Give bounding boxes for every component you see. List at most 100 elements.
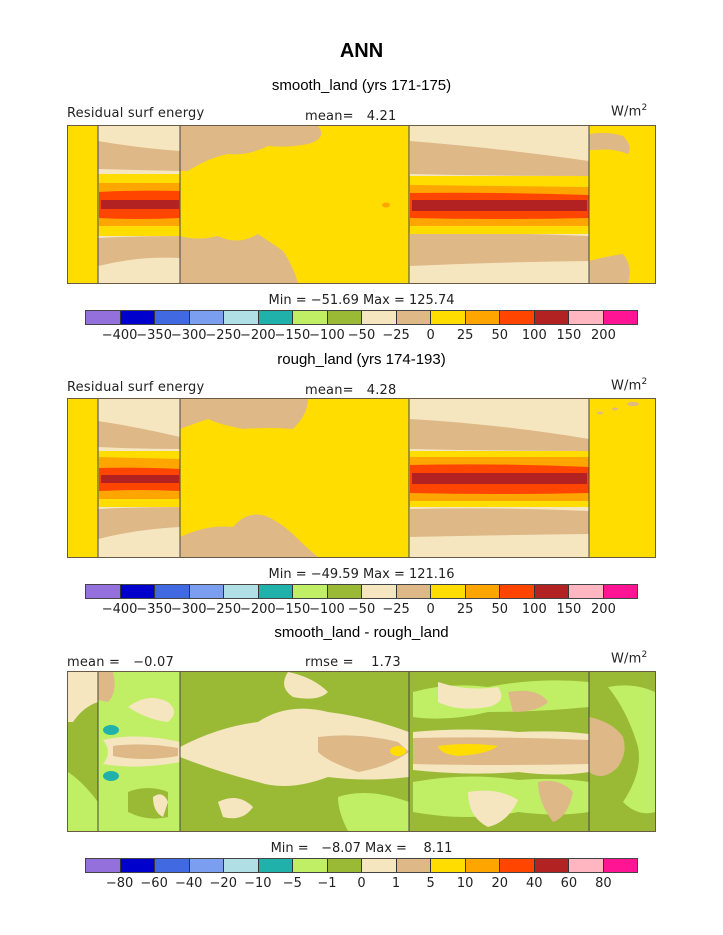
panel-3-mean-label: mean = −0.07: [67, 655, 174, 670]
region-light-tan: [438, 682, 502, 709]
panel-2-mean-label: mean= 4.28: [305, 383, 397, 398]
colorbar-swatch: [500, 859, 535, 872]
panel-1-map: [67, 125, 656, 284]
colorbar-swatch: [327, 311, 362, 324]
colorbar-swatch: [258, 585, 293, 598]
panel-3-rmse-label: rmse = 1.73: [305, 655, 401, 670]
colorbar-tick-label: −350: [136, 602, 172, 617]
region-light-green: [68, 772, 98, 831]
colorbar-swatch: [120, 311, 155, 324]
colorbar-swatch: [396, 585, 431, 598]
colorbar-tick-label: 100: [521, 602, 547, 617]
colorbar-tick-label: 5: [426, 876, 435, 891]
colorbar-swatch: [500, 311, 535, 324]
colorbar-tick-label: −10: [244, 876, 272, 891]
colorbar-tick-label: 0: [426, 328, 435, 343]
colorbar-swatch: [362, 859, 397, 872]
panel-2-colorbar-ticks: −400 −350 −300 −250 −200 −150 −100 −50 −25 0 25 50 1…: [85, 602, 638, 618]
region-tan: [180, 234, 298, 283]
colorbar-swatch: [224, 311, 259, 324]
colorbar-tick-label: 25: [456, 602, 474, 617]
colorbar-tick-label: −300: [170, 328, 207, 343]
colorbar-tick-label: −25: [382, 602, 410, 617]
region-tan: [413, 737, 589, 765]
colorbar-tick-label: −100: [309, 602, 345, 617]
panel-2-units-sup: 2: [641, 377, 648, 387]
colorbar-tick-label: 20: [491, 876, 509, 891]
region-dark-red: [101, 200, 179, 209]
panel-3-field: [68, 672, 655, 831]
colorbar-swatch: [155, 585, 190, 598]
colorbar-swatch: [431, 311, 466, 324]
panel-2-map: [67, 398, 656, 558]
colorbar-tick-label: 50: [491, 328, 509, 343]
region-tan: [410, 419, 589, 451]
colorbar-swatch: [189, 585, 224, 598]
colorbar-tick-label: −350: [136, 328, 172, 343]
colorbar-tick-label: 10: [456, 876, 474, 891]
colorbar-swatch: [465, 585, 500, 598]
colorbar-swatch: [293, 311, 328, 324]
colorbar-swatch: [431, 859, 466, 872]
colorbar-swatch: [465, 859, 500, 872]
region-teal: [103, 771, 119, 781]
colorbar-swatch: [293, 585, 328, 598]
colorbar-tick-label: −50: [347, 602, 376, 617]
colorbar-tick-label: −25: [382, 328, 410, 343]
region-light-green: [338, 793, 409, 831]
colorbar-swatch: [362, 585, 397, 598]
region-light-green: [608, 685, 655, 814]
panel-3-colorbar-ticks: −80 −60 −40 −20 −10 −5 −1 0 1 5 10 20 40 60 80: [85, 876, 638, 892]
panel-1-title: smooth_land (yrs 171-175): [271, 77, 452, 94]
panel-3-units: W/m2: [611, 650, 647, 666]
colorbar-swatch: [258, 311, 293, 324]
colorbar-swatch: [224, 859, 259, 872]
panel-2-field: [68, 399, 655, 557]
panel-3-minmax: Min = −8.07 Max = 8.11: [270, 841, 453, 856]
panel-3-units-text: W/m: [611, 651, 642, 667]
panel-1-variable-label: Residual surf energy: [67, 106, 205, 121]
panel-1-field: [68, 126, 655, 283]
colorbar-swatch: [603, 311, 637, 324]
region-yellow: [390, 746, 406, 756]
colorbar-swatch: [258, 859, 293, 872]
colorbar-swatch: [396, 859, 431, 872]
colorbar-tick-label: −50: [347, 328, 376, 343]
colorbar-tick-label: −250: [205, 328, 242, 343]
panel-3-title: smooth_land - rough_land: [274, 624, 449, 641]
colorbar-swatch: [189, 311, 224, 324]
spot-orange: [382, 202, 390, 208]
colorbar-swatch: [603, 585, 637, 598]
region-tan: [589, 132, 630, 154]
colorbar-tick-label: −1: [317, 876, 337, 891]
panel-1-units-sup: 2: [641, 103, 648, 113]
colorbar-tick-label: 200: [591, 602, 616, 617]
region-tan: [538, 780, 573, 822]
colorbar-swatch: [120, 585, 155, 598]
colorbar-tick-label: −5: [282, 876, 302, 891]
region-tan: [410, 508, 589, 537]
colorbar-swatch: [431, 585, 466, 598]
colorbar-swatch: [362, 311, 397, 324]
panel-2-title: rough_land (yrs 174-193): [277, 351, 446, 368]
region-dark-red: [412, 473, 587, 484]
colorbar-tick-label: −150: [274, 328, 311, 343]
region-tan: [318, 735, 409, 772]
region-yellow: [438, 744, 498, 756]
colorbar-tick-label: −200: [239, 328, 276, 343]
colorbar-swatch: [189, 859, 224, 872]
region-light-tan: [284, 672, 328, 699]
colorbar-swatch: [224, 585, 259, 598]
colorbar-swatch: [569, 585, 604, 598]
region-tan: [98, 507, 180, 539]
colorbar-tick-label: −400: [101, 602, 138, 617]
region-tan: [180, 399, 308, 429]
colorbar-swatch: [86, 859, 121, 872]
colorbar-swatch: [120, 859, 155, 872]
colorbar-swatch: [155, 859, 190, 872]
panel-3-colorbar: [85, 858, 638, 873]
spot-tan: [627, 402, 639, 406]
page-title: ANN: [339, 40, 384, 62]
colorbar-tick-label: 25: [456, 328, 474, 343]
colorbar-tick-label: 0: [426, 602, 435, 617]
